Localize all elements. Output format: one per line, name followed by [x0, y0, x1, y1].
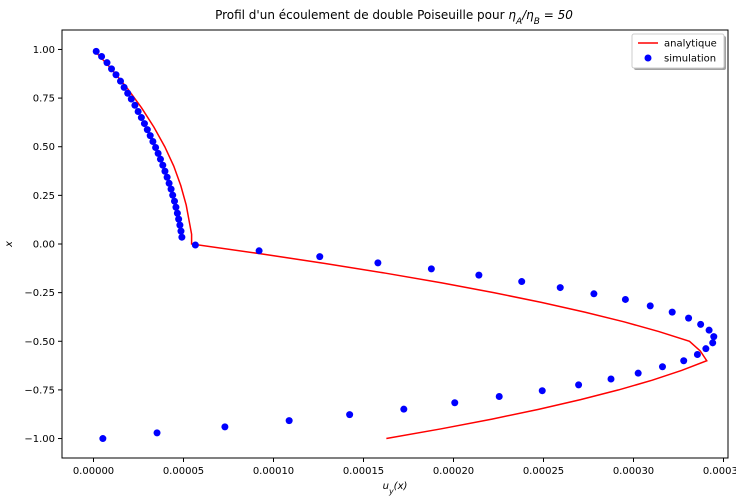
y-axis-label: x — [4, 241, 15, 248]
data-point-simulation — [221, 423, 229, 431]
data-point-simulation — [175, 215, 183, 223]
data-point-simulation — [153, 429, 161, 437]
y-tick-label: 0.25 — [33, 191, 55, 202]
data-point-simulation — [590, 290, 598, 298]
data-point-simulation — [92, 47, 100, 55]
y-axis-ticks: −1.00 −0.75 −0.50 −0.25 0.00 0.25 0.50 0.75 1.00 — [24, 45, 62, 445]
data-point-simulation — [120, 83, 128, 91]
data-point-simulation — [316, 253, 324, 261]
data-point-simulation — [709, 339, 717, 347]
x-tick-label: 0.00000 — [73, 466, 114, 477]
data-point-simulation — [556, 284, 564, 292]
x-axis-ticks: 0.00000 0.00005 0.00010 0.00015 0.00020 0.000… — [73, 458, 736, 477]
legend-label-simulation: simulation — [664, 54, 716, 65]
data-point-simulation — [143, 126, 151, 134]
data-point-simulation — [117, 77, 124, 85]
legend-label-analytique: analytique — [664, 39, 717, 50]
plot-frame — [61, 29, 729, 459]
data-point-simulation — [538, 387, 546, 395]
data-point-simulation — [451, 399, 459, 407]
data-point-simulation — [156, 155, 164, 163]
legend-marker-swatch — [644, 54, 652, 62]
series-line-analytique — [92, 48, 708, 440]
x-axis-label: uy(x) — [383, 481, 408, 496]
data-point-simulation — [621, 295, 629, 303]
data-point-simulation — [518, 278, 526, 286]
y-tick-label: −1.00 — [24, 434, 55, 445]
x-tick-label: 0.00005 — [163, 466, 204, 477]
svg-text:x: x — [4, 241, 15, 248]
x-tick-label: 0.00015 — [343, 466, 384, 477]
data-point-simulation — [127, 95, 135, 103]
data-point-simulation — [176, 221, 184, 229]
x-tick-label: 0.00030 — [613, 466, 654, 477]
data-point-simulation — [173, 209, 181, 217]
y-tick-label: 0.75 — [33, 94, 55, 105]
data-point-simulation — [634, 369, 642, 377]
y-tick-label: −0.50 — [24, 337, 55, 348]
data-point-simulation — [255, 247, 263, 255]
data-point-simulation — [658, 363, 666, 371]
data-point-simulation — [137, 114, 145, 122]
data-point-simulation — [149, 137, 157, 145]
y-tick-label: −0.25 — [24, 288, 55, 299]
data-point-simulation — [495, 393, 503, 401]
data-point-simulation — [374, 259, 382, 267]
data-point-simulation — [400, 405, 408, 413]
data-point-simulation — [685, 314, 693, 322]
data-point-simulation — [346, 411, 354, 419]
data-point-simulation — [646, 302, 654, 310]
data-point-simulation — [146, 132, 154, 140]
data-point-simulation — [103, 59, 111, 67]
data-point-simulation — [161, 167, 169, 175]
data-point-simulation — [171, 197, 178, 205]
data-point-simulation — [112, 71, 120, 79]
data-point-simulation — [152, 144, 160, 152]
data-point-simulation — [124, 89, 132, 97]
data-point-simulation — [177, 227, 185, 235]
data-point-simulation — [169, 191, 177, 199]
title: Profil d'un écoulement de double Poiseui… — [215, 8, 573, 27]
x-tick-label: 0.00035 — [703, 466, 736, 477]
x-tick-label: 0.00025 — [523, 466, 564, 477]
data-point-simulation — [154, 149, 162, 157]
svg-text:uy(x): uy(x) — [383, 481, 408, 496]
data-point-simulation — [285, 417, 293, 425]
data-point-simulation — [178, 233, 186, 241]
data-point-simulation — [668, 308, 676, 316]
data-point-simulation — [167, 185, 175, 193]
data-point-simulation — [697, 320, 705, 328]
y-tick-label: 1.00 — [33, 45, 55, 56]
data-point-simulation — [134, 108, 142, 116]
data-point-simulation — [475, 271, 483, 279]
plot-area — [62, 30, 728, 458]
data-point-simulation — [702, 345, 710, 353]
chart-title: Profil d'un écoulement de double Poiseui… — [215, 8, 573, 27]
data-point-simulation — [705, 326, 713, 334]
y-tick-label: 0.50 — [33, 142, 55, 153]
data-point-simulation — [680, 357, 688, 365]
data-point-simulation — [98, 52, 106, 60]
data-point-simulation — [607, 375, 615, 383]
legend: analytique simulation — [631, 33, 726, 70]
data-point-simulation — [163, 173, 171, 181]
y-tick-label: −0.75 — [24, 385, 55, 396]
data-point-simulation — [159, 161, 167, 169]
data-point-simulation — [693, 351, 701, 358]
x-tick-label: 0.00010 — [253, 466, 294, 477]
data-point-simulation — [140, 120, 148, 128]
data-point-simulation — [710, 333, 718, 341]
series-layer — [92, 47, 718, 443]
data-point-simulation — [131, 101, 139, 109]
data-point-simulation — [172, 203, 180, 211]
data-point-simulation — [165, 179, 173, 187]
y-tick-label: 0.00 — [33, 240, 55, 251]
data-point-simulation — [191, 241, 199, 249]
x-tick-label: 0.00020 — [433, 466, 474, 477]
data-point-simulation — [575, 381, 583, 389]
data-point-simulation — [99, 435, 107, 443]
data-point-simulation — [108, 65, 115, 73]
data-point-simulation — [427, 265, 435, 273]
